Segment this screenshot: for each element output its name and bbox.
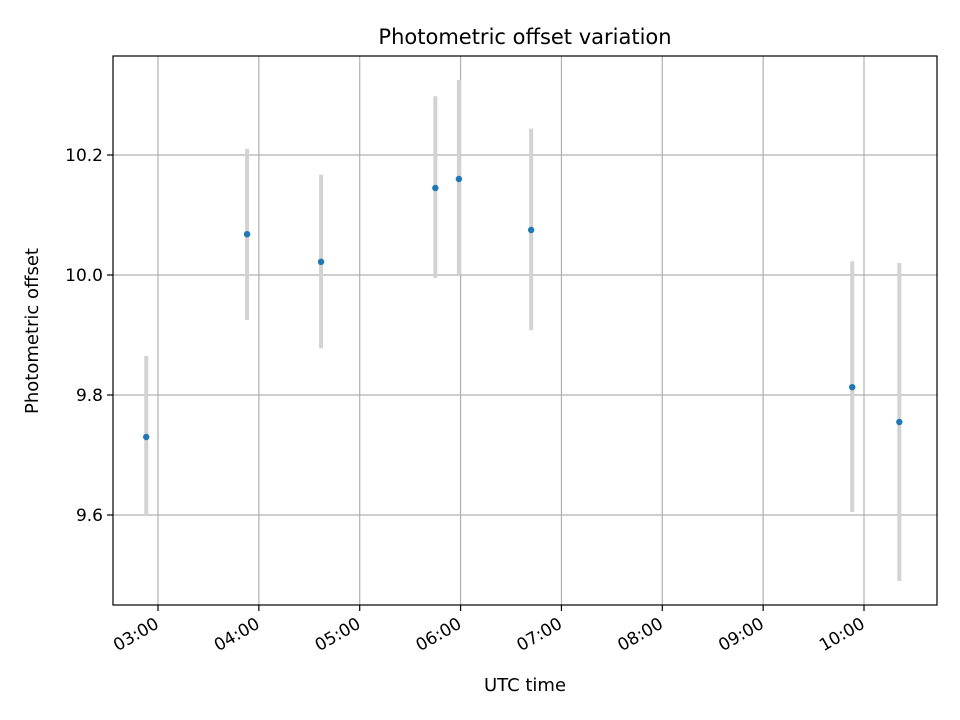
- y-axis: 9.6 9.8 10.0 10.2: [65, 146, 113, 526]
- data-points: [143, 175, 903, 441]
- x-axis: 03:00 04:00 05:00 06:00 07:00 08:00 09:00 10:00: [110, 605, 869, 656]
- x-tick-label: 07:00: [513, 614, 565, 656]
- x-tick-label: 10:00: [816, 614, 868, 656]
- y-tick-label: 9.8: [76, 386, 103, 406]
- plot-frame: [112, 55, 938, 606]
- data-point: [143, 433, 150, 441]
- x-tick-label: 06:00: [413, 614, 465, 656]
- data-point: [455, 175, 463, 183]
- data-point: [243, 231, 251, 238]
- data-point: [896, 418, 903, 426]
- data-point: [432, 184, 439, 192]
- x-tick-label: 08:00: [614, 614, 666, 656]
- y-tick-label: 9.6: [76, 506, 103, 526]
- grid: [113, 56, 937, 605]
- x-tick-label: 09:00: [715, 614, 767, 656]
- x-tick-label: 04:00: [211, 614, 263, 656]
- y-tick-label: 10.0: [65, 266, 103, 286]
- x-tick-label: 05:00: [312, 614, 364, 656]
- data-point: [527, 226, 535, 234]
- data-point: [849, 384, 856, 391]
- chart-title: Photometric offset variation: [378, 25, 671, 49]
- y-axis-title: Photometric offset: [22, 248, 43, 414]
- x-tick-label: 03:00: [110, 614, 162, 656]
- data-point: [317, 258, 325, 265]
- y-tick-label: 10.2: [65, 146, 103, 166]
- x-axis-title: UTC time: [484, 675, 566, 696]
